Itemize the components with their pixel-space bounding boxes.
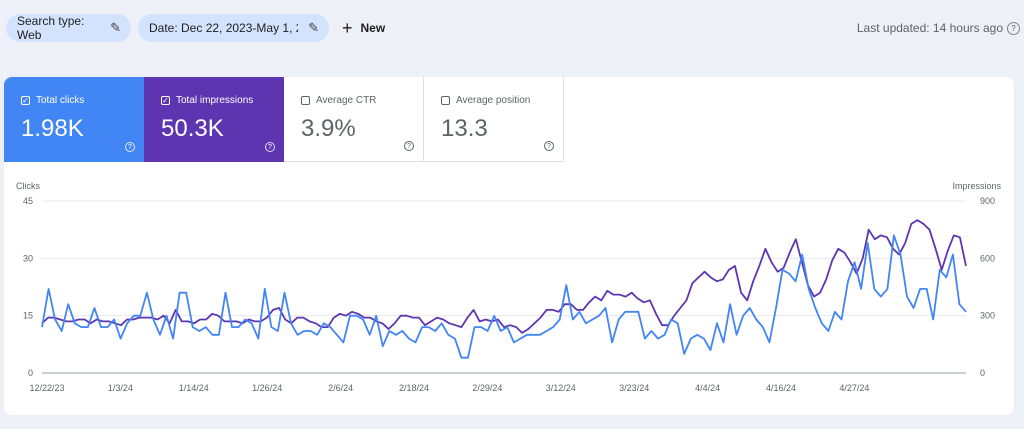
x-tick-label: 4/16/24 [766,383,796,393]
metric-total-impressions[interactable]: ✓ Total impressions 50.3K ? [144,77,284,162]
x-tick-label: 1/14/24 [179,383,209,393]
metric-label: Average CTR [316,95,377,106]
date-range-chip[interactable]: Date: Dec 22, 2023-May 1, 2... ✎ [138,14,329,42]
metric-label: Total impressions [176,95,254,106]
metric-value: 3.9% [301,115,356,142]
left-axis-title: Clicks [16,181,40,191]
checkbox-unchecked-icon[interactable] [301,96,310,105]
x-tick-label: 2/18/24 [399,383,429,393]
metric-average-position[interactable]: Average position 13.3 ? [424,77,564,162]
right-tick-label: 0 [980,368,985,378]
x-tick-label: 4/27/24 [839,383,869,393]
help-icon[interactable]: ? [125,142,135,152]
left-tick-label: 30 [23,253,33,263]
new-filter-button[interactable]: + New [342,14,385,42]
metric-total-clicks[interactable]: ✓ Total clicks 1.98K ? [4,77,144,162]
x-tick-label: 3/12/24 [546,383,576,393]
right-tick-label: 600 [980,253,995,263]
x-tick-label: 2/29/24 [472,383,502,393]
x-tick-label: 1/3/24 [108,383,133,393]
left-tick-label: 0 [28,368,33,378]
search-type-chip[interactable]: Search type: Web ✎ [6,14,131,42]
checkbox-checked-icon[interactable]: ✓ [21,95,30,105]
metric-average-ctr[interactable]: Average CTR 3.9% ? [284,77,424,162]
metric-label: Average position [456,95,531,106]
metric-label: Total clicks [36,95,85,106]
checkbox-unchecked-icon[interactable] [441,96,450,105]
date-range-label: Date: Dec 22, 2023-May 1, 2... [149,21,299,35]
clicks-series-line [41,234,967,359]
metric-value: 1.98K [21,115,84,142]
help-icon[interactable]: ? [265,142,275,152]
left-tick-label: 15 [23,311,33,321]
help-icon[interactable]: ? [1007,21,1020,35]
x-tick-label: 2/6/24 [328,383,353,393]
new-filter-label: New [360,21,386,35]
edit-pencil-icon[interactable]: ✎ [110,20,121,35]
help-icon[interactable]: ? [404,141,414,151]
metric-value: 13.3 [441,115,488,142]
metric-value: 50.3K [161,115,224,142]
x-tick-label: 1/26/24 [252,383,282,393]
filter-bar: Search type: Web ✎ Date: Dec 22, 2023-Ma… [0,0,1024,58]
plus-icon: + [342,18,353,38]
checkbox-checked-icon[interactable]: ✓ [161,95,170,105]
last-updated-text: Last updated: 14 hours ago [856,21,1003,35]
right-tick-label: 300 [980,311,995,321]
x-tick-label: 12/22/23 [29,383,64,393]
edit-pencil-icon[interactable]: ✎ [308,20,319,35]
last-updated: Last updated: 14 hours ago ? [857,21,1020,35]
performance-card: ✓ Total clicks 1.98K ? ✓ Total impressio… [4,77,1014,415]
right-axis-title: Impressions [952,181,1001,191]
right-tick-label: 900 [980,196,995,206]
x-tick-label: 3/23/24 [619,383,649,393]
x-tick-label: 4/4/24 [695,383,720,393]
help-icon[interactable]: ? [544,141,554,151]
left-tick-label: 45 [23,196,33,206]
search-type-label: Search type: Web [17,14,85,42]
impressions-series-line [41,219,967,334]
performance-chart: Clicks Impressions 45 900 30 600 15 300 0 0 12/2… [16,181,1002,393]
